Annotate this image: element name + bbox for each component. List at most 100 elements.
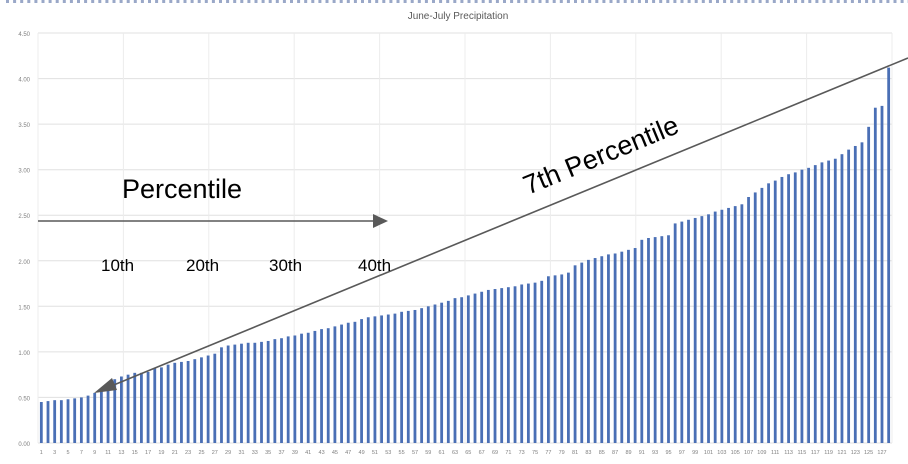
x-tick-label: 41 (305, 450, 311, 456)
top-strip-tick (645, 0, 648, 3)
top-strip-tick (623, 0, 627, 3)
bar (433, 304, 437, 443)
bar (727, 207, 730, 443)
bar (720, 209, 724, 443)
bar (346, 322, 350, 443)
bar (833, 158, 837, 444)
top-strip-tick (659, 0, 663, 3)
bar (206, 355, 210, 443)
bar (620, 251, 624, 443)
top-strip-tick (368, 0, 372, 3)
top-strip-tick (510, 0, 514, 3)
x-tick-label: 13 (118, 450, 124, 456)
bar (827, 160, 831, 443)
top-strip-tick (197, 0, 201, 3)
top-strip-tick (339, 0, 343, 3)
y-tick-label: 1.00 (18, 351, 30, 357)
x-tick-label: 67 (479, 450, 485, 456)
x-tick-label: 11 (105, 450, 111, 456)
bar (39, 402, 43, 443)
x-tick-label: 23 (185, 450, 191, 456)
bar (587, 259, 590, 443)
bar (873, 107, 877, 444)
bar (627, 249, 630, 443)
bar (293, 335, 297, 443)
top-strip-tick (765, 0, 769, 3)
top-strip-tick (730, 0, 734, 3)
bar (380, 315, 383, 443)
top-strip-tick (332, 0, 336, 3)
bar (700, 216, 704, 443)
x-tick-label: 5 (66, 450, 69, 456)
top-strip-tick (687, 0, 691, 3)
x-axis-ticks: 1 3 5 7 9 11 13 15 17 19 21 23 25 27 29 31 33 35 37 39 41 43 4… (40, 450, 887, 456)
top-strip-tick (98, 0, 102, 3)
top-strip-tick (453, 0, 457, 3)
top-strip-tick (545, 0, 549, 3)
top-strip-tick (517, 0, 521, 3)
top-strip-tick (858, 0, 861, 3)
top-strip-tick (708, 0, 712, 3)
trend-arrow-head (94, 378, 117, 393)
top-strip-tick (815, 0, 819, 3)
top-strip-tick (758, 0, 762, 3)
bar (413, 309, 417, 443)
bar (607, 254, 610, 443)
top-strip-tick (361, 0, 364, 3)
bar (493, 289, 497, 443)
x-tick-label: 45 (332, 450, 338, 456)
top-strip-tick (595, 0, 599, 3)
bar (460, 297, 464, 443)
x-tick-label: 97 (679, 450, 685, 456)
top-strip-tick (808, 0, 812, 3)
percentile-20th-label: 20th (186, 256, 219, 275)
bar (860, 142, 864, 443)
top-strip-tick (140, 0, 144, 3)
bar (153, 368, 157, 443)
bar (99, 388, 103, 443)
x-tick-label: 91 (639, 450, 645, 456)
bar (260, 341, 263, 443)
bar (240, 343, 243, 443)
top-strip-tick (13, 0, 17, 3)
x-tick-label: 59 (425, 450, 431, 456)
bar (386, 314, 390, 443)
top-strip-tick (503, 0, 506, 3)
bar (406, 310, 410, 443)
top-strip-tick (794, 0, 798, 3)
x-tick-label: 9 (93, 450, 96, 456)
top-strip-tick (297, 0, 301, 3)
x-tick-label: 79 (559, 450, 565, 456)
top-strip-tick (744, 0, 748, 3)
top-strip-tick (559, 0, 563, 3)
top-strip-tick (169, 0, 173, 3)
bar (480, 291, 484, 443)
top-strip-tick (680, 0, 684, 3)
top-strip-tick (396, 0, 400, 3)
bar (800, 169, 804, 444)
bar (553, 275, 557, 443)
bar (140, 372, 143, 443)
top-strip-tick (148, 0, 151, 3)
bar (660, 236, 664, 443)
bar (687, 219, 690, 443)
x-tick-label: 3 (53, 450, 56, 456)
top-strip-tick (105, 0, 109, 3)
bar (333, 326, 337, 443)
bar (613, 253, 617, 443)
x-tick-label: 29 (225, 450, 231, 456)
x-tick-label: 105 (731, 450, 740, 456)
bar (540, 280, 544, 443)
x-tick-label: 43 (319, 450, 325, 456)
top-strip-tick (27, 0, 31, 3)
x-tick-label: 89 (625, 450, 631, 456)
bar (707, 214, 710, 443)
top-strip-tick (190, 0, 194, 3)
top-strip-tick (119, 0, 123, 3)
bar (840, 154, 844, 443)
top-strip-tick (886, 0, 890, 3)
bar (667, 235, 670, 443)
bar (133, 372, 137, 443)
x-tick-label: 117 (811, 450, 820, 456)
top-strip-tick (204, 0, 208, 3)
